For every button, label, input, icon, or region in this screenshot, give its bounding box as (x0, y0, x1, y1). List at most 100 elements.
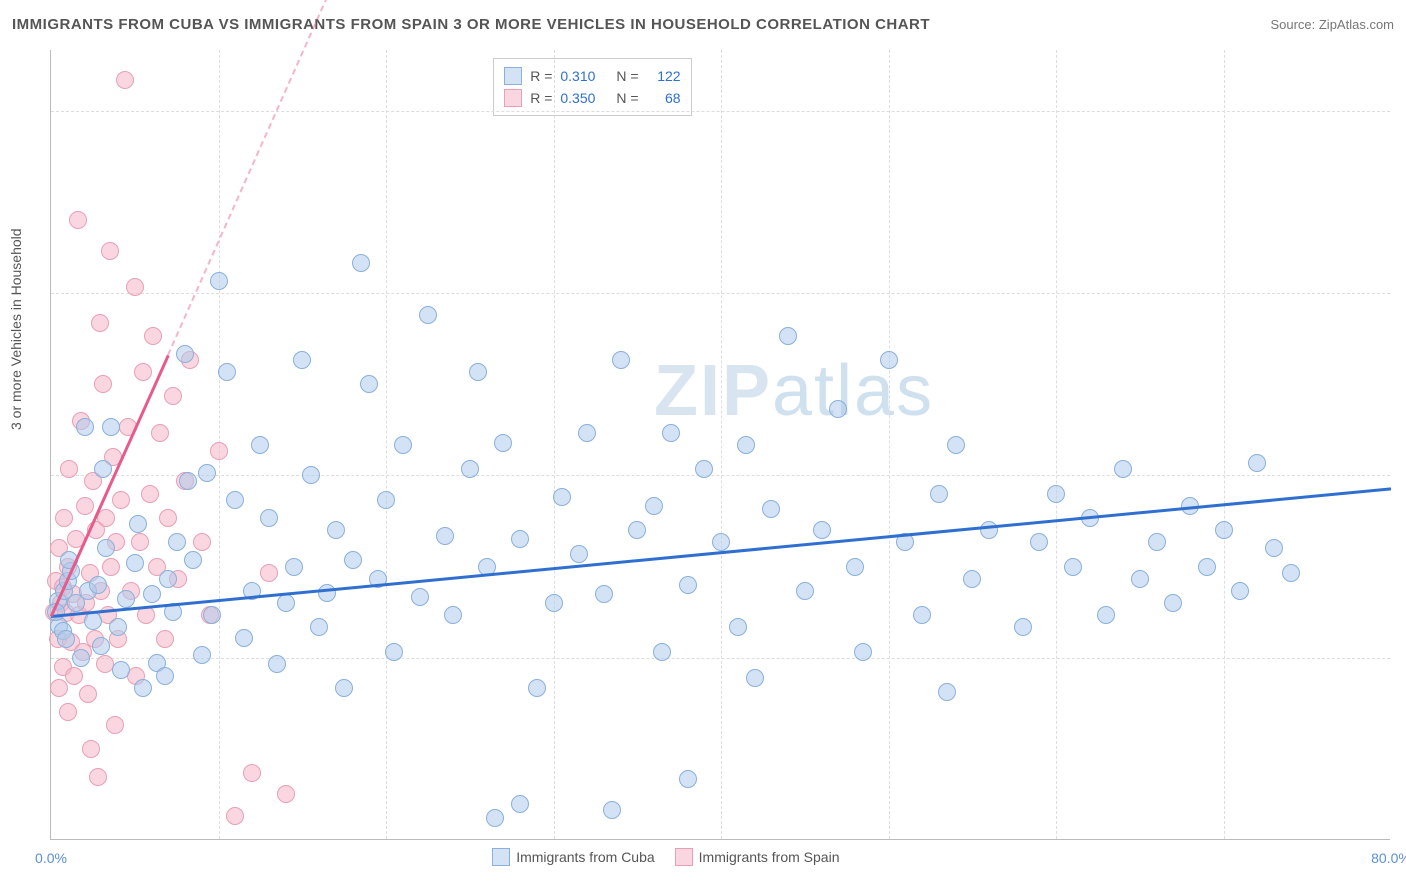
scatter-point-cuba (444, 606, 462, 624)
scatter-point-cuba (72, 649, 90, 667)
scatter-point-spain (59, 703, 77, 721)
scatter-point-cuba (1114, 460, 1132, 478)
plot-area: ZIPatlas R =0.310N =122R =0.350N =68 15.… (50, 50, 1390, 840)
scatter-point-spain (106, 716, 124, 734)
scatter-point-cuba (277, 594, 295, 612)
scatter-point-spain (65, 667, 83, 685)
scatter-point-cuba (76, 418, 94, 436)
scatter-point-cuba (829, 400, 847, 418)
scatter-point-spain (112, 491, 130, 509)
scatter-point-cuba (1231, 582, 1249, 600)
series-legend: Immigrants from CubaImmigrants from Spai… (492, 848, 839, 866)
y-tick-label: 15.0% (1395, 650, 1406, 666)
scatter-point-cuba (1282, 564, 1300, 582)
scatter-point-spain (60, 460, 78, 478)
scatter-point-cuba (129, 515, 147, 533)
scatter-point-cuba (746, 669, 764, 687)
scatter-point-cuba (117, 590, 135, 608)
scatter-point-cuba (251, 436, 269, 454)
scatter-point-spain (116, 71, 134, 89)
scatter-point-cuba (97, 539, 115, 557)
x-tick-label: 0.0% (35, 850, 67, 866)
legend-n-value: 68 (647, 87, 681, 109)
scatter-point-spain (79, 685, 97, 703)
scatter-point-spain (76, 497, 94, 515)
scatter-point-spain (144, 327, 162, 345)
scatter-point-cuba (285, 558, 303, 576)
scatter-point-cuba (1215, 521, 1233, 539)
scatter-point-spain (94, 375, 112, 393)
scatter-point-spain (101, 242, 119, 260)
scatter-point-cuba (779, 327, 797, 345)
y-tick-label: 30.0% (1395, 467, 1406, 483)
y-tick-label: 60.0% (1395, 103, 1406, 119)
scatter-point-cuba (603, 801, 621, 819)
scatter-point-spain (97, 509, 115, 527)
scatter-point-cuba (94, 460, 112, 478)
scatter-point-cuba (394, 436, 412, 454)
scatter-point-spain (69, 211, 87, 229)
scatter-point-cuba (511, 530, 529, 548)
legend-n-label: N = (616, 65, 638, 87)
legend-row: R =0.350N =68 (504, 87, 680, 109)
scatter-point-cuba (226, 491, 244, 509)
scatter-point-spain (226, 807, 244, 825)
scatter-point-spain (55, 509, 73, 527)
scatter-point-cuba (156, 667, 174, 685)
scatter-point-spain (89, 768, 107, 786)
scatter-point-cuba (235, 629, 253, 647)
scatter-point-spain (134, 363, 152, 381)
legend-r-label: R = (530, 65, 552, 87)
scatter-point-cuba (762, 500, 780, 518)
scatter-point-spain (50, 679, 68, 697)
scatter-point-cuba (469, 363, 487, 381)
scatter-point-cuba (578, 424, 596, 442)
scatter-point-cuba (419, 306, 437, 324)
scatter-point-cuba (1097, 606, 1115, 624)
scatter-point-cuba (109, 618, 127, 636)
y-axis-label: 3 or more Vehicles in Household (8, 228, 24, 430)
scatter-point-spain (164, 387, 182, 405)
scatter-point-cuba (695, 460, 713, 478)
x-tick-label: 80.0% (1371, 850, 1406, 866)
scatter-point-cuba (679, 770, 697, 788)
scatter-point-spain (141, 485, 159, 503)
scatter-point-spain (156, 630, 174, 648)
scatter-point-spain (151, 424, 169, 442)
scatter-point-cuba (360, 375, 378, 393)
scatter-point-cuba (176, 345, 194, 363)
scatter-point-cuba (1164, 594, 1182, 612)
gridline-v (1224, 50, 1225, 839)
scatter-point-spain (243, 764, 261, 782)
scatter-point-cuba (511, 795, 529, 813)
scatter-point-spain (102, 558, 120, 576)
scatter-point-spain (82, 740, 100, 758)
scatter-point-cuba (930, 485, 948, 503)
scatter-point-cuba (1014, 618, 1032, 636)
scatter-point-cuba (938, 683, 956, 701)
legend-swatch (675, 848, 693, 866)
legend-n-label: N = (616, 87, 638, 109)
scatter-point-cuba (203, 606, 221, 624)
scatter-point-cuba (963, 570, 981, 588)
gridline-v (721, 50, 722, 839)
scatter-point-cuba (302, 466, 320, 484)
gridline-v (1056, 50, 1057, 839)
gridline-v (554, 50, 555, 839)
scatter-point-cuba (318, 584, 336, 602)
scatter-point-spain (210, 442, 228, 460)
gridline-v (386, 50, 387, 839)
scatter-point-cuba (1248, 454, 1266, 472)
scatter-point-cuba (846, 558, 864, 576)
scatter-point-cuba (880, 351, 898, 369)
scatter-point-cuba (612, 351, 630, 369)
scatter-point-cuba (293, 351, 311, 369)
legend-swatch (504, 89, 522, 107)
scatter-point-cuba (102, 418, 120, 436)
scatter-point-spain (277, 785, 295, 803)
scatter-point-cuba (1198, 558, 1216, 576)
scatter-point-cuba (159, 570, 177, 588)
scatter-point-cuba (1148, 533, 1166, 551)
scatter-point-cuba (327, 521, 345, 539)
scatter-point-cuba (179, 472, 197, 490)
